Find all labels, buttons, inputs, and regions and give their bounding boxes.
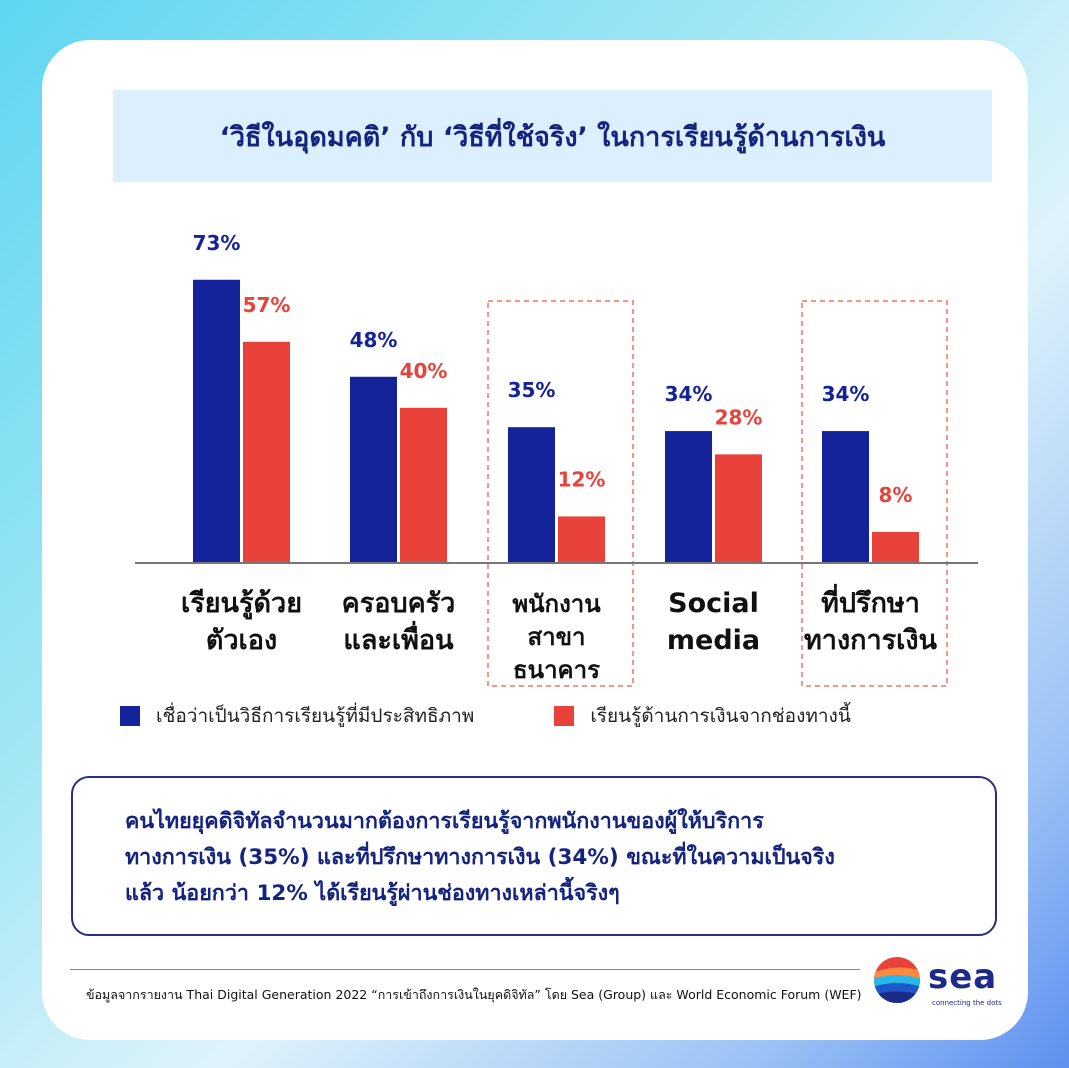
legend-label-actual: เรียนรู้ด้านการเงินจากช่องทางนี้ — [590, 705, 851, 727]
bar-effective — [193, 279, 240, 563]
chart-title: ‘วิธีในอุดมคติ’ กับ ‘วิธีที่ใช้จริง’ ในก… — [219, 121, 886, 153]
title-band: ‘วิธีในอุดมคติ’ กับ ‘วิธีที่ใช้จริง’ ในก… — [113, 90, 992, 182]
data-label: 28% — [715, 405, 763, 429]
data-label: 12% — [558, 467, 606, 491]
bar-effective — [822, 431, 869, 563]
data-label: 35% — [508, 378, 556, 402]
bar-actual — [243, 341, 290, 563]
data-label: 34% — [665, 382, 713, 406]
data-label: 73% — [193, 231, 241, 255]
bar-effective — [508, 427, 555, 563]
category-label: Social media — [666, 588, 761, 656]
note-line: แล้ว น้อยกว่า 12% ได้เรียนรู้ผ่านช่องทาง… — [125, 881, 620, 906]
legend-swatch-blue — [120, 706, 140, 726]
legend: เชื่อว่าเป็นวิธีการเรียนรู้ที่มีประสิทธิ… — [120, 701, 931, 731]
category-label: พนักงาน สาขา ธนาคาร — [512, 590, 601, 684]
bar-effective — [350, 376, 397, 563]
legend-item-actual: เรียนรู้ด้านการเงินจากช่องทางนี้ — [554, 701, 851, 731]
category-label: เรียนรู้ด้วย ตัวเอง — [180, 588, 303, 656]
summary-note: คนไทยยุคดิจิทัลจำนวนมากต้องการเรียนรู้จา… — [71, 776, 997, 936]
data-label: 8% — [879, 483, 913, 507]
category-label: ที่ปรึกษา ทางการเงิน — [803, 588, 938, 656]
divider — [70, 969, 860, 970]
legend-item-effective: เชื่อว่าเป็นวิธีการเรียนรู้ที่มีประสิทธิ… — [120, 701, 474, 731]
logo-wordmark: sea — [928, 957, 998, 997]
note-line: ทางการเงิน (35%) และที่ปรึกษาทางการเงิน … — [125, 845, 835, 870]
bar-actual — [872, 531, 919, 563]
data-label: 48% — [350, 328, 398, 352]
legend-label-effective: เชื่อว่าเป็นวิธีการเรียนรู้ที่มีประสิทธิ… — [156, 705, 475, 727]
sea-logo-icon — [874, 957, 920, 1003]
category-label: ครอบครัว และเพื่อน — [341, 588, 456, 656]
note-line: คนไทยยุคดิจิทัลจำนวนมากต้องการเรียนรู้จา… — [125, 809, 764, 834]
source-text: ข้อมูลจากรายงาน Thai Digital Generation … — [86, 987, 862, 1002]
data-label: 40% — [400, 359, 448, 383]
sea-logo: sea connecting the dots — [872, 955, 1002, 1010]
data-label: 34% — [822, 382, 870, 406]
data-label: 57% — [243, 293, 291, 317]
highlight-box — [801, 300, 948, 687]
bar-actual — [558, 516, 605, 563]
legend-swatch-red — [554, 706, 575, 726]
bar-actual — [400, 407, 447, 563]
logo-tagline: connecting the dots — [932, 999, 1002, 1007]
bar-effective — [665, 431, 712, 563]
bar-actual — [715, 454, 762, 563]
highlight-box — [487, 300, 634, 687]
